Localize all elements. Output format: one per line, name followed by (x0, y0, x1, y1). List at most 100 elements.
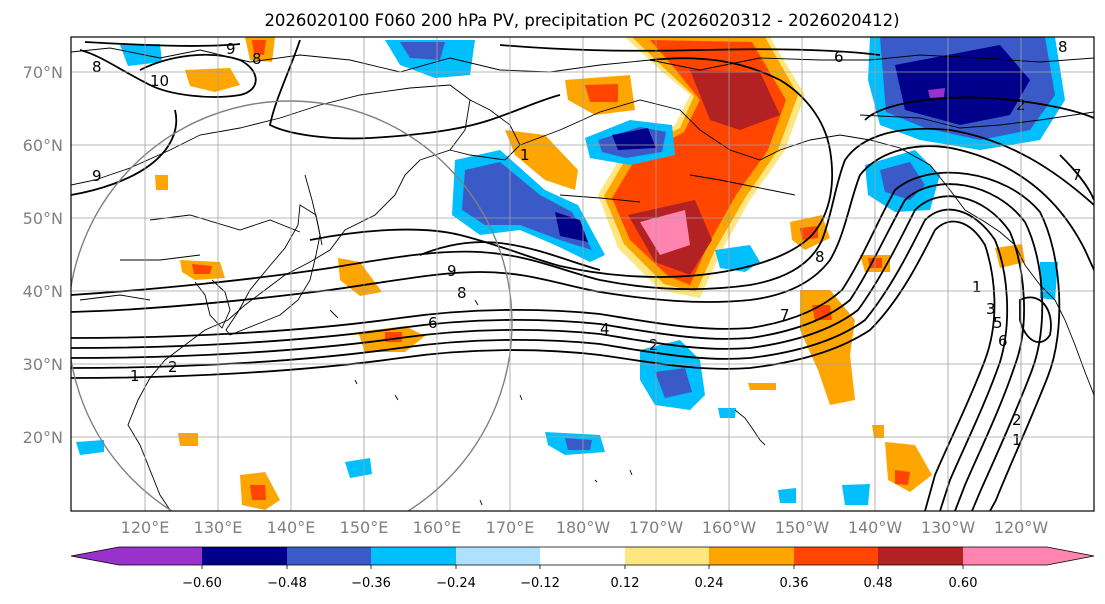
pv-label-5: 8 (457, 284, 467, 302)
precip-positive-hawaii-l2 (812, 305, 832, 320)
precip-shading (76, 37, 1065, 510)
precip-positive-small-1 (155, 175, 168, 190)
pv-contour-9 (419, 241, 601, 271)
precip-positive-siberia (185, 68, 240, 92)
precip-negative-ne-corner-l3 (895, 45, 1030, 125)
pv-contour-13 (84, 41, 241, 47)
pv-label-20: 6 (998, 332, 1008, 350)
colorbar-segment-4 (456, 547, 540, 565)
lon-label-120w: 120°W (994, 518, 1049, 537)
pv-label-14: 9 (226, 40, 236, 58)
precip-negative-philippines (76, 440, 104, 455)
precip-negative-arctic-west (120, 44, 162, 66)
colorbar-ticks (201, 565, 964, 569)
pv-contour-2 (71, 208, 1009, 511)
precip-negative-west-us (1040, 262, 1058, 300)
pv-label-1: 8 (92, 58, 102, 76)
pv-contour-12 (268, 39, 561, 140)
coastline-hawaii (734, 409, 766, 446)
precip-positive-chukotka-l2 (585, 84, 618, 102)
coastline-country-borders (79, 214, 301, 301)
latitude-labels: 70°N 60°N 50°N 40°N 30°N 20°N (23, 63, 63, 447)
lon-label-120e: 120°E (121, 518, 170, 537)
pv-label-17: 1 (972, 278, 982, 296)
colorbar-label-7: 0.36 (780, 576, 809, 591)
lat-label-50n: 50°N (23, 209, 63, 228)
pv-label-18: 3 (986, 300, 996, 318)
colorbar: −0.60 −0.48 −0.36 −0.24 −0.12 0.12 0.24 … (70, 546, 1095, 591)
longitude-labels: 120°E 130°E 140°E 150°E 160°E 170°E 180°… (121, 518, 1049, 537)
pv-label-12: 2 (649, 336, 659, 354)
pv-contour-4 (71, 183, 1044, 511)
coastline-japan (225, 204, 321, 336)
precip-negative-bering-l3 (612, 128, 656, 150)
precip-positive-sw-l2 (250, 485, 266, 500)
pv-contour-5 (71, 171, 1061, 511)
colorbar-label-4: −0.12 (520, 576, 560, 591)
pv-label-11: 1 (130, 367, 140, 385)
precip-negative-hawaii-north (715, 245, 760, 272)
pv-label-25: 2 (1012, 411, 1022, 429)
precip-positive-gulf-alaska-l5 (640, 210, 690, 255)
map-frame (70, 36, 1095, 512)
colorbar-label-6: 0.24 (695, 576, 724, 591)
pv-contour-11 (79, 49, 257, 98)
lat-label-60n: 60°N (23, 136, 63, 155)
precip-positive-arctic-west-l2 (252, 40, 266, 55)
lon-label-180w: 180°W (556, 518, 611, 537)
coastline-sakhalin (304, 174, 323, 246)
precip-positive-central-l2 (800, 226, 818, 240)
pv-label-16: 7 (780, 306, 790, 324)
pv-label-6: 9 (447, 262, 457, 280)
coastline-aleutians (559, 174, 796, 203)
colorbar-segment-6 (625, 547, 709, 565)
pv-label-15: 8 (252, 50, 262, 68)
pv-label-10: 2 (168, 358, 178, 376)
precip-negative-bc-coast-l2 (880, 162, 925, 200)
pv-label-21: 8 (1058, 38, 1068, 56)
coastline-asia (71, 84, 471, 511)
colorbar-label-3: −0.24 (436, 576, 476, 591)
map-panel: 8 9 10 6 8 9 8 6 4 2 1 2 1 9 8 7 1 3 5 6 (70, 36, 1095, 512)
lon-label-140w: 140°W (848, 518, 903, 537)
colorbar-label-9: 0.60 (949, 576, 978, 591)
colorbar-segment-7 (709, 547, 794, 565)
precip-negative-se-1 (842, 484, 870, 505)
colorbar-segment-9 (878, 547, 963, 565)
colorbar-segment-2 (287, 547, 371, 565)
precip-positive-korea-l2 (192, 264, 212, 274)
lon-label-140e: 140°E (267, 518, 316, 537)
lon-label-170e: 170°E (486, 518, 535, 537)
pv-contour-3 (71, 195, 1025, 511)
pv-contour-8 (309, 57, 833, 278)
lat-label-40n: 40°N (23, 282, 63, 301)
figure-title: 2026020100 F060 200 hPa PV, precipitatio… (264, 11, 899, 30)
colorbar-outline (70, 546, 1095, 566)
pv-contours (71, 39, 1094, 511)
gridlines (71, 37, 1094, 511)
lon-label-160e: 160°E (413, 518, 462, 537)
pv-label-24: 1 (1012, 431, 1022, 449)
precip-negative-west-pacific (345, 458, 372, 478)
pv-contour-16 (1059, 154, 1094, 201)
pv-label-19: 5 (993, 314, 1003, 332)
pv-contour-15 (864, 96, 1094, 121)
lon-label-160w: 160°W (702, 518, 757, 537)
precip-positive-small-4 (872, 425, 884, 438)
pv-label-9: 4 (600, 320, 610, 338)
precip-negative-okhotsk-l3 (555, 212, 588, 242)
colorbar-label-0: −0.60 (182, 576, 222, 591)
lat-label-70n: 70°N (23, 63, 63, 82)
precip-negative-arctic-center-l2 (400, 42, 445, 60)
colorbar-segment-10 (963, 547, 1094, 565)
lat-label-20n: 20°N (23, 428, 63, 447)
pv-label-4: 6 (428, 314, 438, 332)
lon-label-130e: 130°E (194, 518, 243, 537)
pv-contour-labels: 8 9 10 6 8 9 8 6 4 2 1 2 1 9 8 7 1 3 5 6 (92, 38, 1082, 449)
pv-label-8: 6 (834, 48, 844, 66)
colorbar-label-5: 0.12 (611, 576, 640, 591)
lon-label-150w: 150°W (775, 518, 830, 537)
pv-contour-17 (1019, 296, 1052, 344)
pv-label-13: 1 (520, 146, 530, 164)
